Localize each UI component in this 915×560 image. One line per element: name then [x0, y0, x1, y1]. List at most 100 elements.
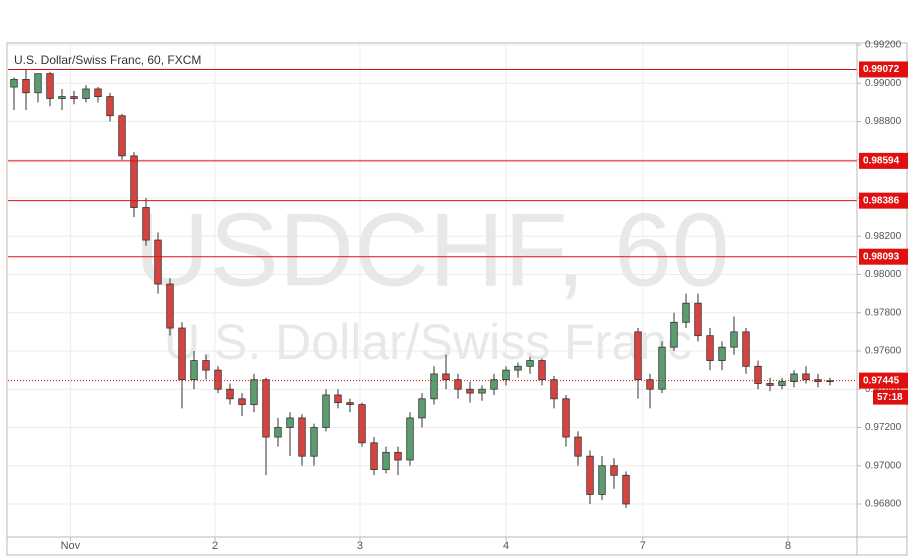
- candle-body: [466, 388, 474, 394]
- x-tick-label: Nov: [61, 540, 81, 552]
- y-tick-label: 0.97000: [865, 460, 902, 471]
- candle-body: [214, 369, 222, 390]
- candle-body: [262, 379, 270, 438]
- candle-body: [646, 379, 654, 390]
- x-tick-label: 4: [503, 540, 509, 552]
- candle-body: [682, 302, 690, 323]
- current-price-box: [859, 372, 908, 389]
- candle-body: [634, 331, 642, 381]
- candle-body: [178, 327, 186, 381]
- candle-body: [706, 335, 714, 361]
- candle-body: [130, 155, 138, 208]
- candle-body: [670, 321, 678, 348]
- candle-body: [802, 373, 810, 381]
- candle-body: [166, 283, 174, 329]
- x-tick-label: 2: [212, 540, 218, 552]
- candle-body: [334, 394, 342, 404]
- candle-body: [70, 96, 78, 99]
- candle-body: [34, 73, 42, 94]
- y-tick-label: 0.96800: [865, 499, 902, 510]
- candle-body: [418, 398, 426, 419]
- y-tick-label: 0.98000: [865, 269, 902, 280]
- candle-body: [190, 360, 198, 381]
- candle-body: [658, 346, 666, 390]
- candle-body: [118, 115, 126, 157]
- chart-frame: [6, 42, 908, 556]
- candle-body: [538, 360, 546, 381]
- x-tick-label: 7: [640, 540, 646, 552]
- candle-body: [154, 239, 162, 285]
- candle-body: [586, 455, 594, 495]
- candle-body: [370, 442, 378, 470]
- candle-body: [430, 373, 438, 400]
- candle-body: [274, 427, 282, 438]
- y-tick-label: 0.98200: [865, 231, 902, 242]
- level-label: 0.98594: [863, 156, 900, 167]
- candle-body: [94, 88, 102, 97]
- candle-body: [406, 417, 414, 461]
- candle-body: [454, 379, 462, 390]
- candle-body: [694, 302, 702, 337]
- level-label: 0.98386: [863, 195, 900, 206]
- watermark-symbol: USDCHF, 60: [134, 192, 729, 308]
- candle-body: [622, 474, 630, 505]
- candle-body: [142, 207, 150, 241]
- y-tick-label: 0.99000: [865, 78, 902, 89]
- level-label: 0.99072: [863, 64, 900, 75]
- candle-body: [550, 379, 558, 400]
- level-label: 0.98093: [863, 251, 900, 262]
- level-label-box: [859, 248, 908, 265]
- candle-body: [574, 436, 582, 457]
- y-tick-label: 0.98800: [865, 116, 902, 127]
- candle-body: [502, 369, 510, 381]
- level-label-box: [859, 152, 908, 169]
- candle-body: [790, 373, 798, 382]
- countdown: 57:18: [877, 392, 903, 403]
- candle-body: [322, 394, 330, 428]
- candle-body: [346, 402, 354, 405]
- candle-body: [442, 373, 450, 381]
- candle-body: [106, 96, 114, 117]
- chart-title: U.S. Dollar/Swiss Franc, 60, FXCM: [14, 53, 201, 67]
- plot: [8, 68, 857, 508]
- candle-body: [610, 465, 618, 476]
- candle-body: [298, 417, 306, 457]
- candle-body: [202, 360, 210, 371]
- candle-body: [58, 96, 66, 99]
- candle-body: [250, 379, 258, 405]
- x-tick-label: 8: [785, 540, 791, 552]
- candle-body: [598, 465, 606, 495]
- candle-body: [754, 365, 762, 384]
- candle-body: [778, 381, 786, 386]
- candle-body: [478, 388, 486, 394]
- countdown-box: [873, 389, 908, 405]
- candle-body: [238, 398, 246, 405]
- y-tick-label: 0.97200: [865, 422, 902, 433]
- candle-body: [22, 78, 30, 94]
- watermark-name: U.S. Dollar/Swiss Franc: [164, 314, 692, 370]
- candle-body: [82, 88, 90, 99]
- candle-body: [526, 360, 534, 367]
- candle-body: [358, 404, 366, 444]
- axes: 0.992000.990000.988000.986000.984000.982…: [61, 40, 908, 552]
- candle-body: [742, 331, 750, 367]
- current-price-label: 0.97445: [863, 375, 900, 386]
- candle-body: [310, 427, 318, 457]
- candle-body: [730, 331, 738, 348]
- candle-body: [226, 388, 234, 400]
- candle-body: [286, 417, 294, 428]
- level-label-box: [859, 192, 908, 209]
- candle-body: [718, 346, 726, 361]
- y-tick-label: 0.99200: [865, 40, 902, 51]
- x-tick-label: 3: [357, 540, 363, 552]
- candle-body: [394, 451, 402, 461]
- y-tick-label: 0.97400: [865, 384, 902, 395]
- y-tick-label: 0.97800: [865, 307, 902, 318]
- candle-body: [10, 78, 18, 88]
- candle-body: [490, 379, 498, 390]
- candle-body: [562, 398, 570, 438]
- level-label-box: [859, 61, 908, 78]
- candle-body: [46, 73, 54, 99]
- y-tick-label: 0.97600: [865, 346, 902, 357]
